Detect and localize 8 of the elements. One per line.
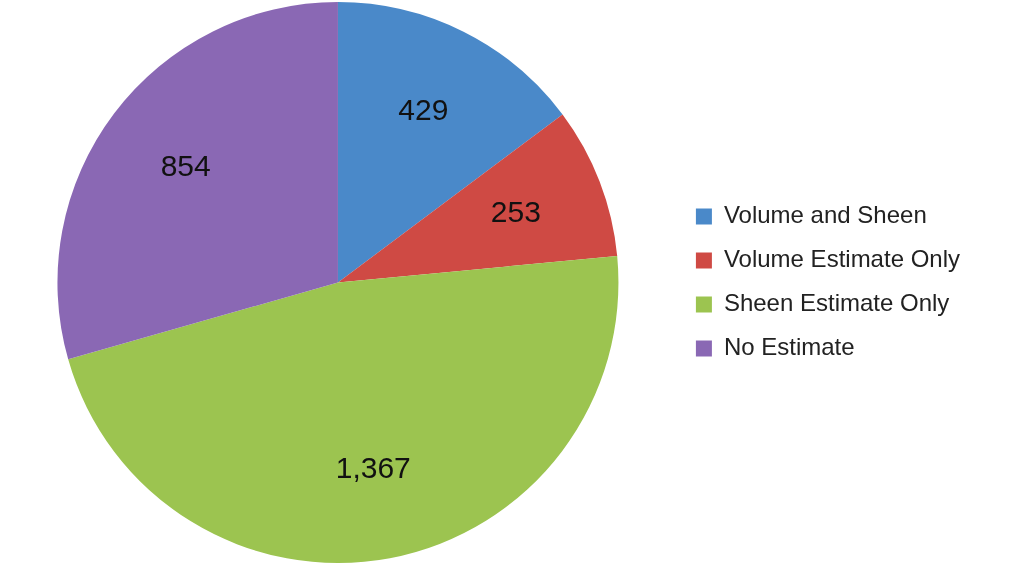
legend-label: No Estimate [723,333,855,361]
data-label: 854 [160,148,211,182]
data-label: 1,367 [335,451,411,485]
legend-label: Volume and Sheen [723,201,927,229]
legend-label: Sheen Estimate Only [723,289,950,317]
data-label: 253 [490,195,541,229]
legend-label: Volume Estimate Only [723,245,961,273]
data-label: 429 [398,93,449,127]
